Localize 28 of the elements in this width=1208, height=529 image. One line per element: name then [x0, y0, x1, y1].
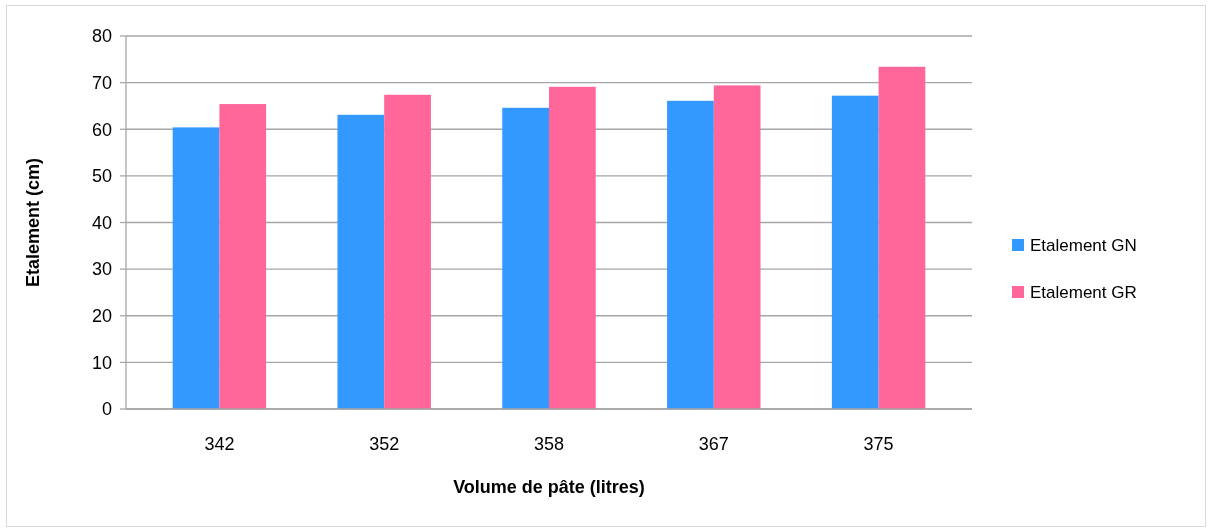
x-axis-title: Volume de pâte (litres)	[453, 477, 645, 498]
bar	[502, 107, 549, 409]
bar	[549, 86, 596, 409]
y-tick-label: 0	[101, 399, 112, 420]
y-tick-label: 10	[91, 352, 112, 373]
legend-label: Etalement GR	[1030, 282, 1137, 302]
bar	[337, 114, 385, 409]
x-tick-label: 352	[369, 434, 400, 455]
y-tick-label: 50	[91, 166, 112, 187]
y-tick-label: 60	[91, 119, 112, 140]
x-tick-label: 375	[863, 434, 894, 455]
y-tick-label: 30	[91, 259, 112, 280]
bar	[172, 127, 220, 409]
bar	[713, 85, 761, 409]
x-tick-label: 342	[204, 434, 235, 455]
x-tick-label: 358	[533, 434, 565, 455]
y-tick-label: 20	[91, 306, 112, 327]
bar	[667, 100, 714, 409]
y-tick-label: 40	[91, 212, 112, 233]
bar	[878, 66, 926, 409]
bar	[219, 104, 267, 409]
legend-label: Etalement GN	[1030, 235, 1137, 255]
x-tick-label: 367	[698, 434, 729, 455]
y-tick-label: 70	[91, 72, 112, 93]
y-tick-label: 80	[91, 26, 112, 47]
bar	[384, 94, 431, 409]
bar	[831, 95, 879, 409]
y-axis-title: Etalement (cm)	[23, 157, 44, 288]
